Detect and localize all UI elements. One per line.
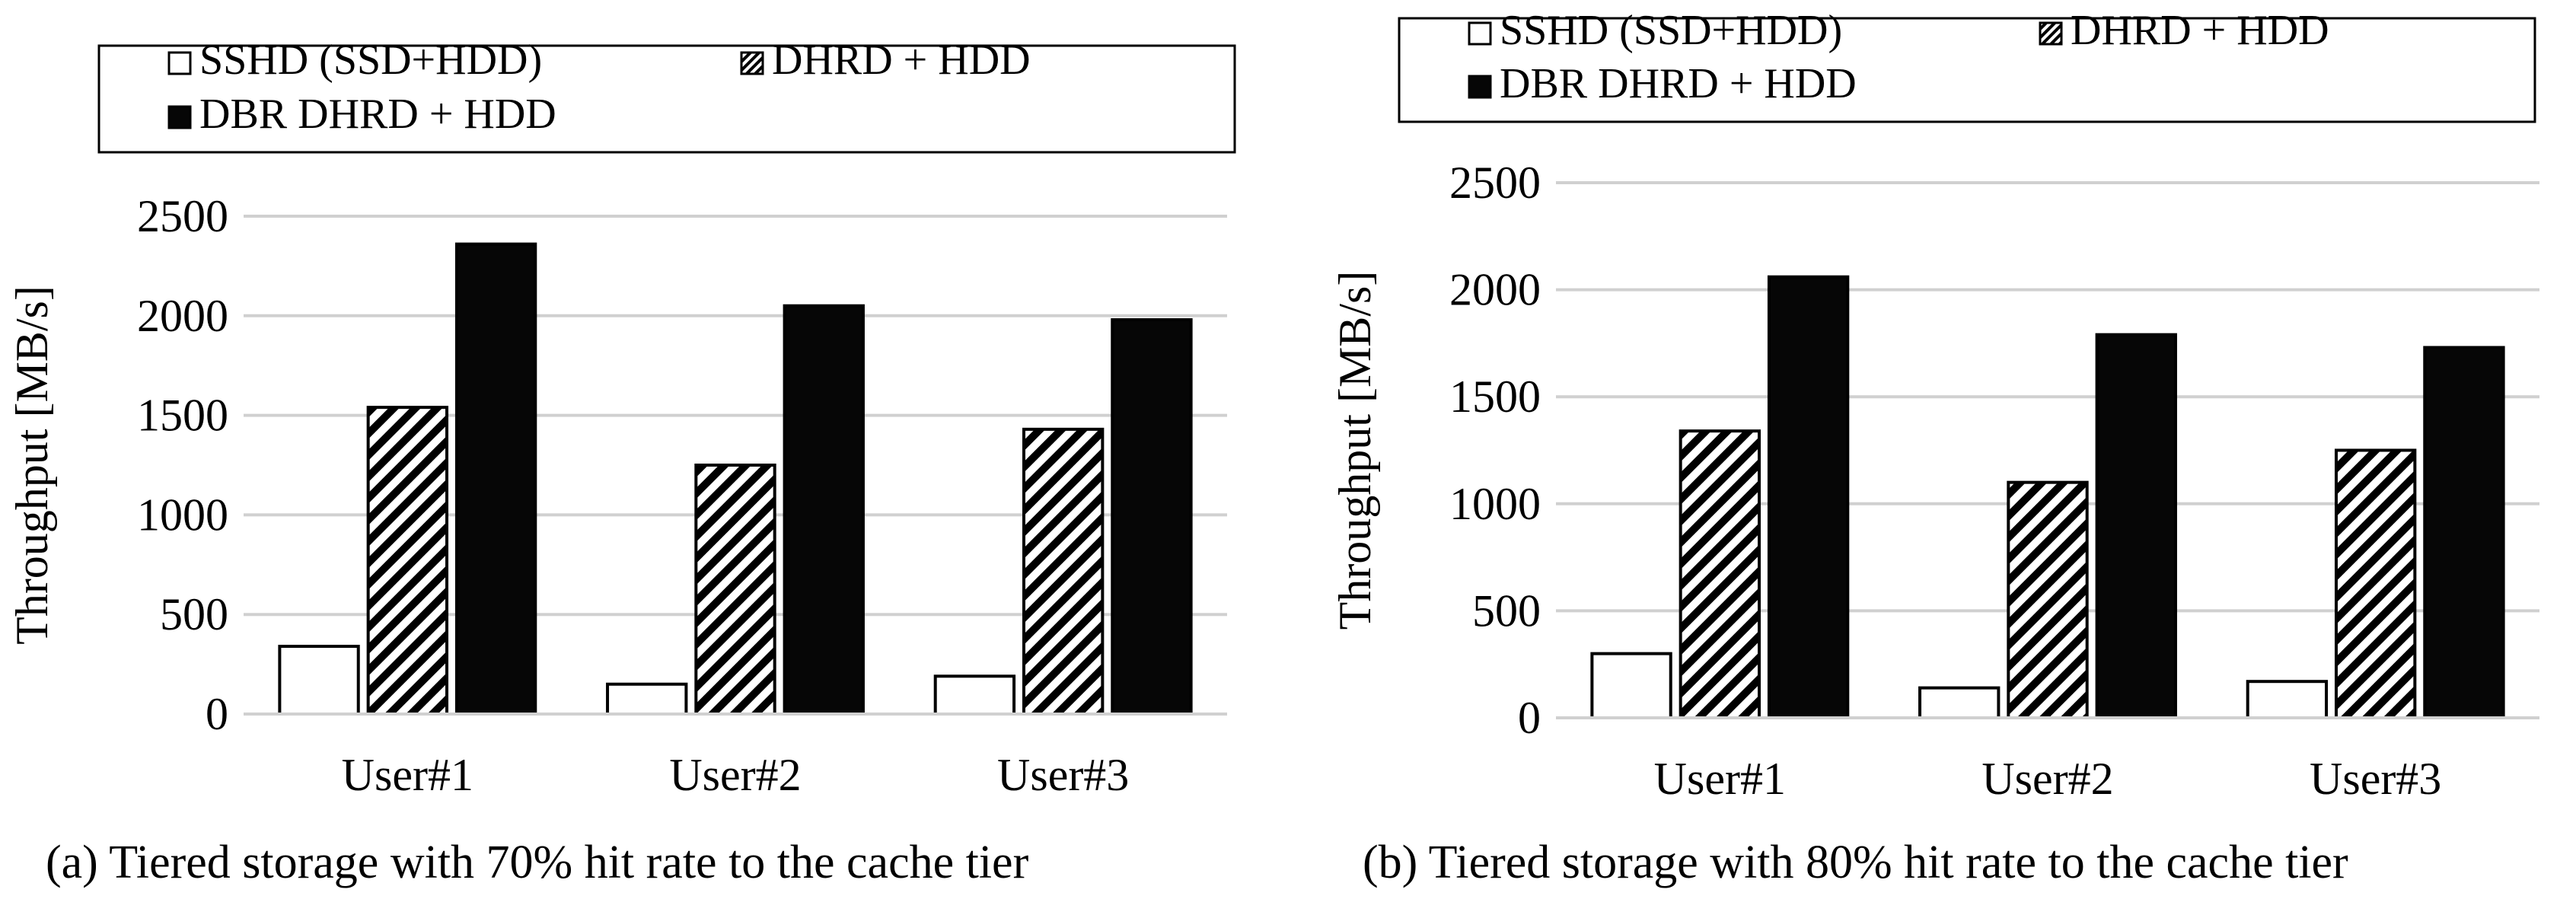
bar-b-2-s1 <box>1918 686 2001 720</box>
y-tick-label-a-0: 0 <box>206 689 228 739</box>
bar-a-1-s2 <box>366 406 449 716</box>
bar-a-2-s2 <box>694 464 776 716</box>
bar-a-1-s1 <box>278 645 360 716</box>
bar-b-3-s1 <box>2246 680 2329 719</box>
legend-swatch-b-3 <box>1468 75 1492 99</box>
bar-b-1-s2 <box>1679 429 1761 720</box>
chart-a: 0 500 1000 1500 2000 2500 User#1 User#2 User#3 Th… <box>7 37 1236 800</box>
bar-a-2-s1 <box>606 682 688 716</box>
x-tick-label-a-2: User#2 <box>669 750 801 800</box>
y-tick-label-a-2: 1000 <box>137 489 228 540</box>
bar-b-3-s2 <box>2334 448 2417 719</box>
y-tick-label-a-4: 2000 <box>137 291 228 341</box>
legend-label-a-2: DHRD + HDD <box>772 37 1031 84</box>
y-tick-label-b-0: 0 <box>1518 693 1541 743</box>
y-tick-label-b-3: 1500 <box>1449 371 1541 422</box>
bar-a-1-s3 <box>454 242 537 716</box>
chart-b: 0 500 1000 1500 2000 2500 User#1 User#2 User#3 Th… <box>1330 7 2539 804</box>
y-tick-label-b-1: 500 <box>1472 585 1541 636</box>
y-axis-label-b: Throughput [MB/s] <box>1330 271 1380 630</box>
x-tick-label-a-3: User#3 <box>997 750 1129 800</box>
y-tick-label-b-4: 2000 <box>1449 265 1541 315</box>
legend-label-a-3: DBR DHRD + HDD <box>199 91 556 138</box>
bar-a-2-s3 <box>783 304 865 716</box>
legend-swatch-b-2 <box>2039 21 2063 46</box>
legend-swatch-a-2 <box>740 51 764 75</box>
caption-b: (b) Tiered storage with 80% hit rate to … <box>1363 837 2348 888</box>
legend-swatch-a-3 <box>167 105 192 129</box>
x-tick-label-b-1: User#1 <box>1654 754 1786 804</box>
bar-a-3-s1 <box>933 674 1016 716</box>
legend-a <box>97 44 1236 154</box>
bar-b-2-s3 <box>2095 333 2177 719</box>
x-tick-label-a-1: User#1 <box>342 750 473 800</box>
y-tick-label-a-1: 500 <box>160 589 228 639</box>
legend-label-b-2: DHRD + HDD <box>2071 7 2329 54</box>
bar-b-1-s3 <box>1767 275 1850 719</box>
bar-b-2-s2 <box>2007 480 2089 719</box>
bar-b-3-s3 <box>2423 346 2505 719</box>
y-tick-label-a-3: 1500 <box>137 391 228 441</box>
legend-swatch-a-1 <box>167 51 192 75</box>
legend-b <box>1398 17 2536 123</box>
y-tick-label-b-5: 2500 <box>1449 158 1541 208</box>
bar-b-1-s1 <box>1590 652 1672 720</box>
legend-label-b-1: SSHD (SSD+HDD) <box>1500 7 1842 54</box>
y-tick-label-a-5: 2500 <box>137 191 228 241</box>
caption-a: (a) Tiered storage with 70% hit rate to … <box>46 837 1029 888</box>
x-tick-label-b-2: User#2 <box>1981 754 2113 804</box>
legend-label-b-3: DBR DHRD + HDD <box>1500 60 1857 107</box>
y-tick-label-b-2: 1000 <box>1449 479 1541 529</box>
bar-a-3-s2 <box>1022 427 1105 716</box>
y-axis-label-a: Throughput [MB/s] <box>7 285 57 645</box>
bar-a-3-s3 <box>1111 318 1193 716</box>
legend-label-a-1: SSHD (SSD+HDD) <box>199 37 542 84</box>
x-tick-label-b-3: User#3 <box>2310 754 2441 804</box>
legend-swatch-b-1 <box>1468 21 1492 46</box>
